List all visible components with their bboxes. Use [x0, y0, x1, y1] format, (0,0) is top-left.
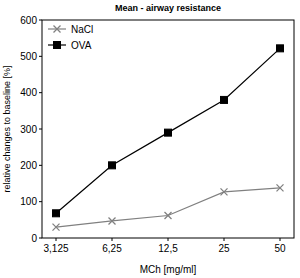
y-tick-label: 400 [20, 87, 37, 98]
data-point [109, 162, 116, 169]
series-line [56, 188, 280, 227]
series-line [56, 48, 280, 213]
legend-label: OVA [71, 40, 92, 51]
x-tick-label: 25 [218, 243, 230, 254]
y-tick-label: 500 [20, 51, 37, 62]
plot-frame [42, 20, 294, 238]
chart: Mean - airway resistance 0 100 200 300 400 500… [0, 0, 300, 278]
legend-marker [54, 26, 61, 33]
y-tick-label: 0 [31, 233, 37, 244]
background [0, 0, 300, 278]
data-point [277, 45, 284, 52]
legend: NaCl OVA [48, 24, 93, 51]
x-tick-label: 50 [274, 243, 286, 254]
y-axis-title: relative changes to baseline [%] [2, 65, 12, 192]
data-point [53, 210, 60, 217]
data-point [165, 129, 172, 136]
y-tick-label: 300 [20, 124, 37, 135]
data-point [221, 188, 228, 195]
title: Mean - airway resistance [115, 3, 221, 13]
data-point [165, 212, 172, 219]
data-point [109, 217, 116, 224]
legend-label: NaCl [71, 24, 93, 35]
data-point [277, 184, 284, 191]
y-tick-label: 100 [20, 196, 37, 207]
y-tick-label: 200 [20, 160, 37, 171]
legend-marker [54, 42, 61, 49]
y-tick-label: 600 [20, 15, 37, 26]
x-tick-label: 6,25 [102, 243, 122, 254]
plot-area [53, 45, 284, 231]
data-point [53, 224, 60, 231]
data-point [221, 96, 228, 103]
x-tick-label: 12,5 [158, 243, 178, 254]
x-axis-title: MCh [mg/ml] [140, 264, 197, 275]
x-tick-label: 3,125 [43, 243, 68, 254]
